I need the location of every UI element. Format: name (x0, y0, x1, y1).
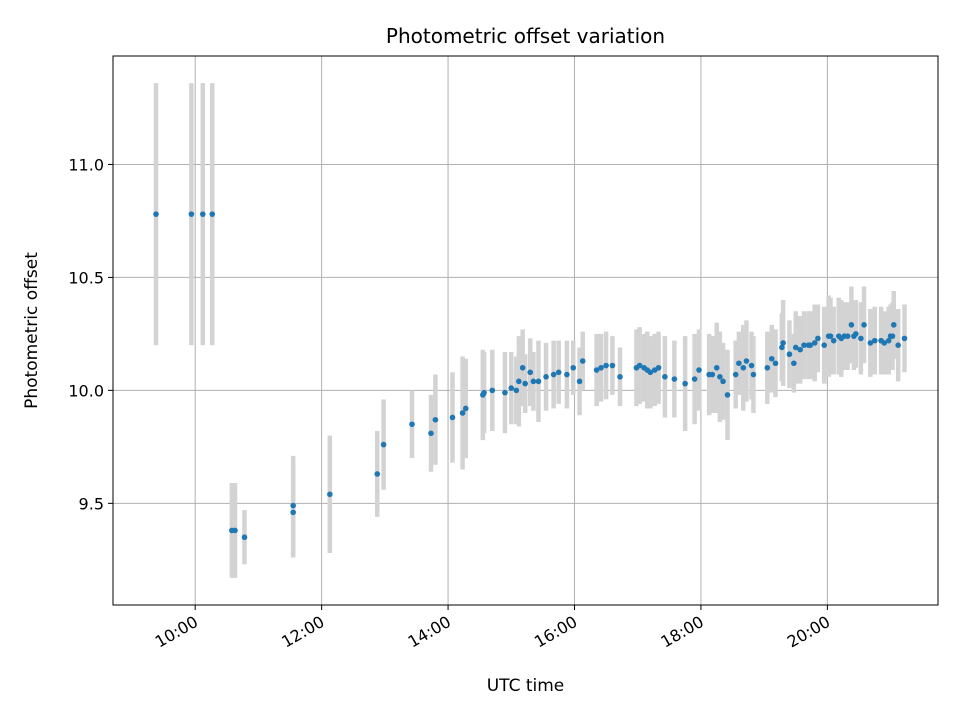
data-point (890, 322, 897, 328)
data-point (598, 364, 604, 371)
data-point (724, 392, 731, 398)
data-point (530, 378, 537, 385)
plot-frame (112, 55, 939, 606)
data-point (188, 211, 195, 217)
data-point (671, 376, 678, 382)
data-point (459, 410, 466, 416)
y-tick-label: 9.5 (79, 494, 104, 513)
data-point (736, 360, 742, 367)
y-tick-label: 11.0 (68, 155, 104, 174)
data-point (502, 389, 508, 396)
data-point (901, 335, 908, 342)
data-point (889, 333, 896, 339)
data-point (555, 369, 562, 376)
data-point (844, 333, 851, 339)
data-point (792, 344, 799, 351)
data-point (647, 369, 654, 376)
data-point (579, 358, 586, 364)
data-point (516, 378, 522, 385)
data-point (508, 385, 515, 391)
data-point (290, 502, 296, 509)
x-axis-label: UTC time (487, 676, 565, 696)
data-point (535, 378, 542, 385)
data-point (527, 369, 534, 376)
data-point (786, 351, 793, 358)
data-point (780, 340, 786, 346)
chart-title: Photometric offset variation (386, 24, 665, 48)
data-point (885, 337, 892, 344)
data-point (871, 337, 878, 344)
data-point (768, 355, 775, 362)
data-point (290, 509, 296, 516)
data-point (609, 362, 616, 369)
data-point (462, 405, 469, 412)
data-point (779, 344, 785, 351)
data-point (717, 374, 723, 380)
data-point (449, 414, 456, 421)
data-point (432, 416, 439, 423)
data-point (807, 342, 814, 348)
data-point (522, 380, 528, 387)
data-point (709, 371, 716, 378)
data-point (867, 340, 874, 346)
data-point (861, 322, 867, 328)
data-point (682, 380, 688, 387)
data-point (513, 387, 520, 394)
data-point (895, 342, 901, 348)
data-point (732, 371, 739, 378)
data-point (543, 374, 549, 380)
data-point (691, 376, 698, 382)
data-point (821, 342, 828, 348)
data-point (564, 371, 570, 378)
data-point (791, 360, 797, 367)
y-axis-label: Photometric offset (22, 252, 42, 409)
y-axis-ticks: 9.5 10.0 10.5 11.0 (68, 155, 113, 513)
data-point (815, 335, 821, 342)
data-point (380, 441, 387, 448)
data-point (720, 378, 726, 385)
y-tick-label: 10.0 (68, 381, 104, 400)
data-point (327, 491, 333, 498)
data-point (713, 364, 720, 371)
data-point (830, 337, 837, 344)
data-point (617, 374, 623, 380)
data-point (801, 342, 807, 348)
data-point (655, 364, 662, 371)
data-point (750, 371, 757, 378)
data-point (409, 421, 415, 428)
data-point (772, 360, 779, 367)
data-point (519, 364, 526, 371)
data-point (489, 387, 496, 394)
data-point (811, 340, 818, 346)
data-point (428, 430, 434, 437)
data-point (636, 362, 643, 369)
data-point (199, 211, 206, 217)
data-point (858, 335, 864, 342)
data-point (881, 340, 888, 346)
data-point (153, 211, 159, 217)
data-point (593, 367, 600, 373)
data-point (764, 364, 771, 371)
data-point (662, 374, 668, 380)
data-point (743, 358, 750, 364)
data-point (603, 362, 609, 369)
data-point (827, 333, 834, 339)
data-point (576, 378, 583, 385)
data-point (209, 211, 216, 217)
data-point (740, 364, 747, 371)
data-point (481, 389, 487, 396)
data-point (848, 322, 855, 328)
data-point (232, 527, 238, 534)
data-point (241, 534, 248, 541)
data-point (748, 362, 755, 369)
data-point (374, 471, 381, 477)
data-point (853, 331, 859, 337)
data-points (153, 211, 908, 541)
y-tick-label: 10.5 (68, 268, 104, 287)
data-point (570, 364, 577, 371)
data-point (797, 346, 803, 353)
data-point (550, 371, 557, 378)
data-point (696, 367, 702, 373)
